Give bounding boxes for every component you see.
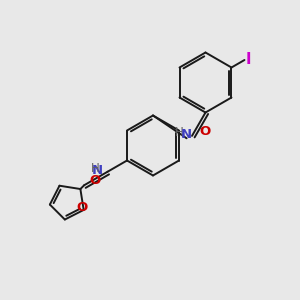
Text: O: O <box>76 201 88 214</box>
Text: N: N <box>92 164 103 177</box>
Text: H: H <box>175 126 184 139</box>
Text: O: O <box>200 125 211 138</box>
Text: O: O <box>89 174 100 187</box>
Text: H: H <box>91 162 99 175</box>
Text: I: I <box>246 52 251 68</box>
Text: N: N <box>181 128 192 141</box>
